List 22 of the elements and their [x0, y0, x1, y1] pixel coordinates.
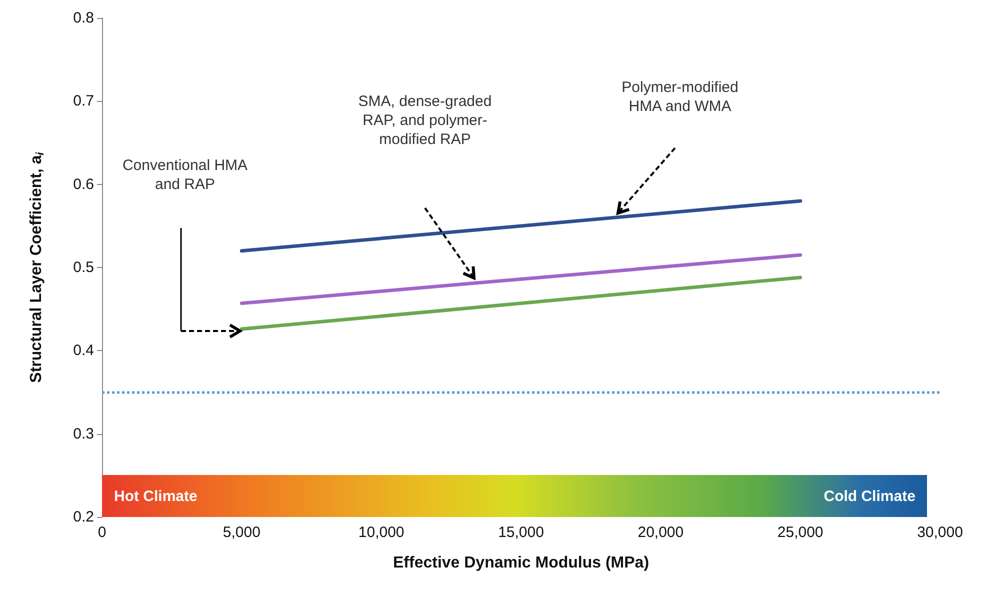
x-tick-label: 5,000: [222, 524, 260, 541]
x-tick-label: 25,000: [777, 524, 824, 541]
y-tick-label: 0.6: [73, 176, 94, 193]
climate-gradient-strip: Hot Climate Cold Climate: [102, 475, 928, 517]
y-tick-label: 0.5: [73, 259, 94, 276]
y-axis-title: Structural Layer Coefficient, ai: [28, 151, 46, 383]
y-tick-label: 0.8: [73, 10, 94, 26]
annotation: Cold Climate: [824, 488, 916, 505]
x-axis-title: Effective Dynamic Modulus (MPa): [392, 554, 650, 572]
y-tick-label: 0.4: [73, 342, 94, 360]
y-tick-label: 0.2: [73, 508, 94, 526]
annotation: Polymer-modified HMA and WMA: [622, 79, 738, 115]
annotation: Conventional HMA and RAP: [122, 157, 248, 193]
y-tick-label: 0.3: [73, 425, 94, 442]
x-tick-label: 20,000: [638, 524, 684, 541]
x-tick-label: 15,000: [498, 524, 544, 541]
x-tick-label: 0: [98, 524, 106, 541]
x-tick-label: 10,000: [358, 524, 404, 541]
annotation: SMA, dense-graded RAP, and polymer- modified RAP: [358, 93, 492, 148]
x-tick-label: 30,000: [917, 524, 963, 541]
annotation: Hot Climate: [114, 488, 198, 505]
y-tick-label: 0.7: [73, 92, 94, 110]
